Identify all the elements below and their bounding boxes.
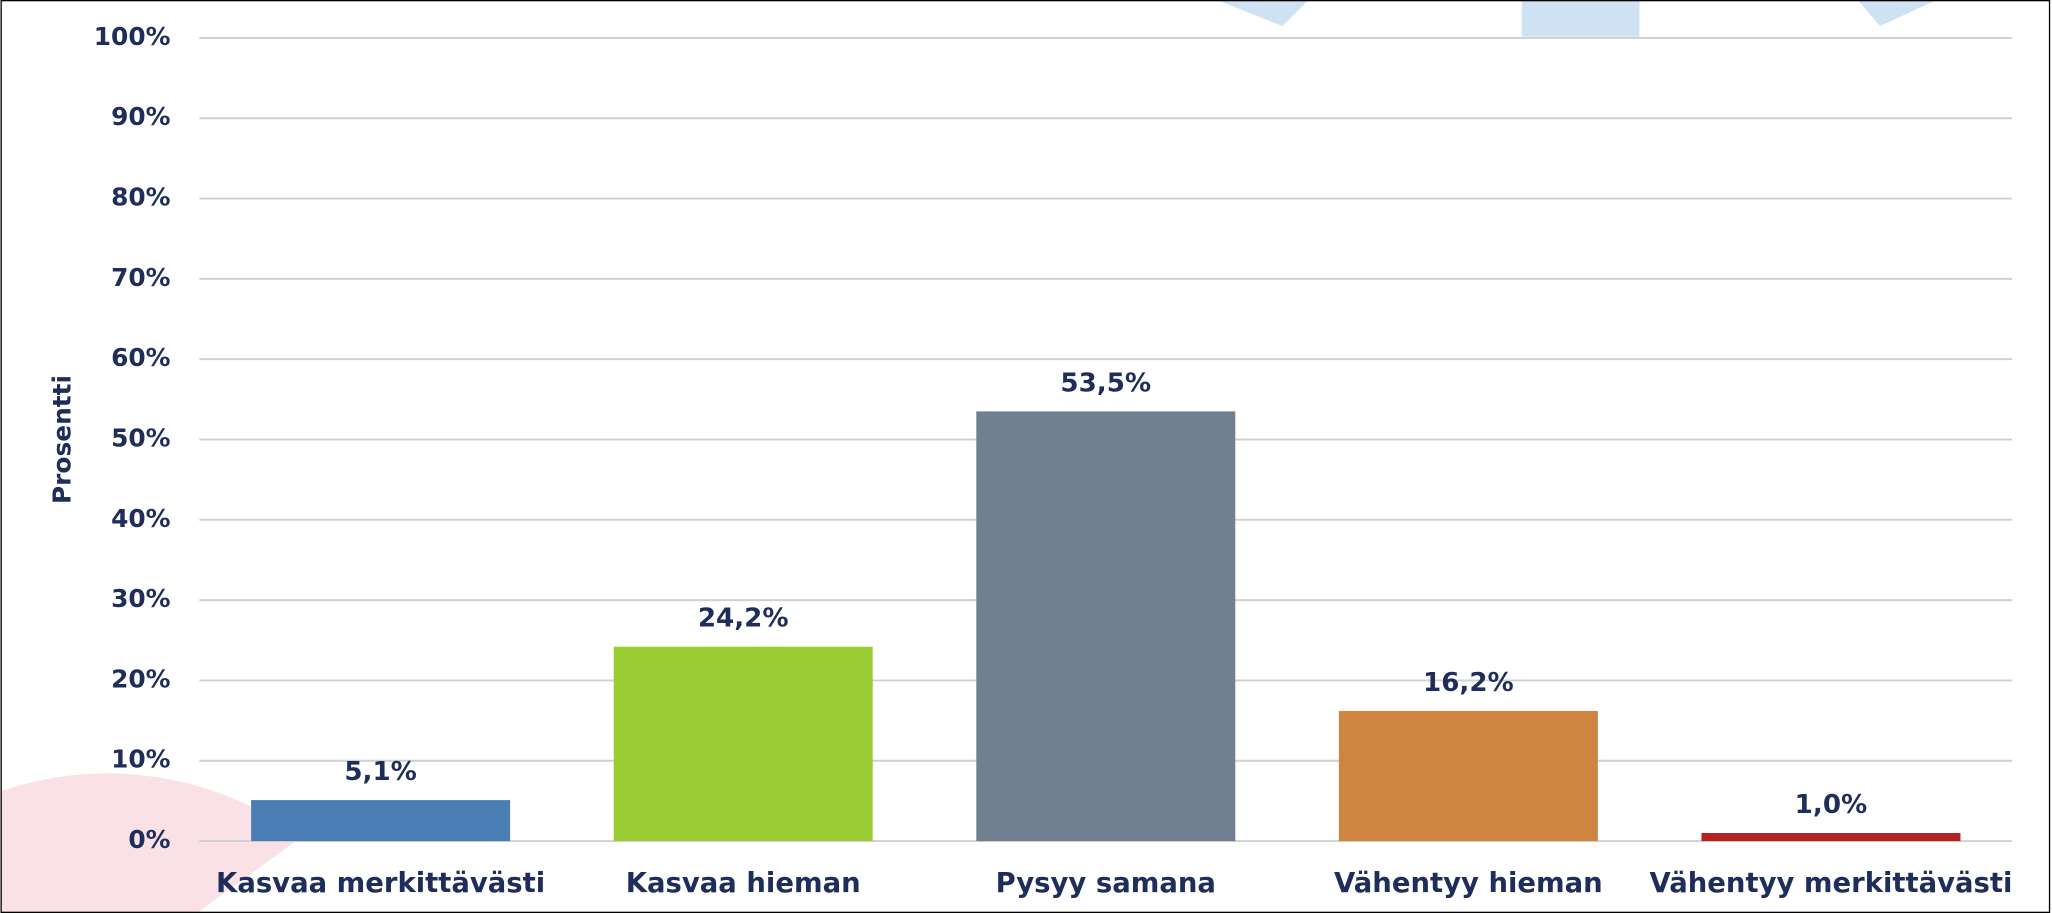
x-tick-label: Vähentyy hieman	[1334, 868, 1603, 899]
y-tick-label: 70%	[111, 263, 171, 292]
y-tick-label: 100%	[94, 22, 171, 51]
x-tick-label: Kasvaa merkittävästi	[216, 868, 545, 899]
bar	[1338, 710, 1598, 842]
x-tick-label: Vähentyy merkittävästi	[1649, 868, 2012, 899]
y-tick-label: 20%	[111, 664, 171, 693]
y-tick-label: 0%	[128, 825, 170, 854]
data-label: 5,1%	[344, 757, 417, 787]
y-tick-label: 60%	[111, 343, 171, 372]
y-tick-label: 50%	[111, 423, 171, 452]
y-tick-label: 80%	[111, 183, 171, 212]
bar	[976, 411, 1236, 842]
data-label: 16,2%	[1423, 668, 1514, 698]
y-tick-label: 40%	[111, 504, 171, 533]
x-tick-label: Pysyy samana	[996, 868, 1216, 899]
data-label: 1,0%	[1795, 790, 1868, 820]
bar	[251, 800, 511, 842]
x-tick-label: Kasvaa hieman	[626, 868, 861, 899]
y-tick-label: 10%	[111, 745, 171, 774]
y-tick-label: 30%	[111, 584, 171, 613]
background-decor	[0, 0, 1937, 913]
y-axis-title: Prosentti	[47, 375, 76, 504]
data-label: 53,5%	[1060, 368, 1151, 398]
bar	[613, 646, 873, 842]
bar	[1701, 833, 1961, 842]
y-tick-label: 90%	[111, 102, 171, 131]
data-label: 24,2%	[698, 604, 789, 634]
